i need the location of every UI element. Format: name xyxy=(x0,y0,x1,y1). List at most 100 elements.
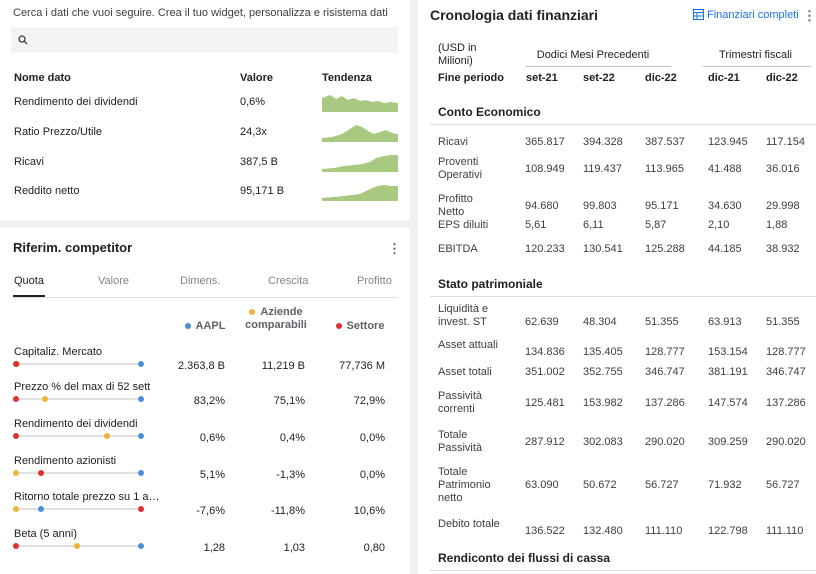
comp-marker xyxy=(74,543,81,549)
metric-row[interactable]: Ratio Prezzo/Utile 24,3x xyxy=(0,125,410,156)
competitor-row[interactable]: Rendimento dei dividendi 0,6% 0,4% 0,0% xyxy=(0,418,410,454)
financial-value: 123.945 xyxy=(708,136,748,148)
financial-label: Debito totale xyxy=(438,518,500,530)
comparison-track xyxy=(13,396,144,402)
tab-quota[interactable]: Quota xyxy=(14,275,44,287)
competitor-row[interactable]: Beta (5 anni) 1,28 1,03 0,80 xyxy=(0,528,410,564)
comp-marker xyxy=(41,396,48,402)
competitor-row[interactable]: Prezzo % del max di 52 sett 83,2% 75,1% 72,… xyxy=(0,381,410,417)
financial-value: 352.755 xyxy=(583,366,623,378)
financial-value: 38.932 xyxy=(766,243,800,255)
aapl-marker xyxy=(38,506,44,512)
financial-value: 56.727 xyxy=(645,479,679,491)
aapl-marker xyxy=(138,361,144,367)
aapl-value: 0,6% xyxy=(199,432,225,444)
metric-value: 24,3x xyxy=(240,126,267,138)
sector-value: 0,0% xyxy=(359,469,385,481)
financial-value: 94.680 xyxy=(525,200,559,212)
comparables-value: 11,219 B xyxy=(261,360,305,372)
col-aapl: AAPL xyxy=(175,320,235,332)
sector-value: 0,0% xyxy=(359,432,385,444)
competitor-row[interactable]: Ritorno totale prezzo su 1 a… -7,6% -11,8%… xyxy=(0,491,410,527)
tab-profitto[interactable]: Profitto xyxy=(357,275,392,287)
financial-label: Liquidità e invest. ST xyxy=(438,303,489,328)
aapl-marker xyxy=(138,543,144,549)
financial-value: 113.965 xyxy=(645,163,684,175)
sector-marker xyxy=(138,506,144,512)
financial-value: 56.727 xyxy=(766,479,800,491)
tab-dimens[interactable]: Dimens. xyxy=(180,275,221,287)
period-header: dic-21 xyxy=(708,72,740,84)
financial-value: 387.537 xyxy=(645,136,685,148)
financial-label: Proventi Operativi xyxy=(438,156,483,181)
comparison-track xyxy=(13,433,144,439)
financial-value: 29.998 xyxy=(766,200,800,212)
metric-row[interactable]: Reddito netto 95,171 B xyxy=(0,185,410,215)
financial-value: 44.185 xyxy=(708,243,742,255)
sector-dot xyxy=(335,323,342,330)
financial-value: 135.405 xyxy=(583,346,623,358)
financial-value: 51.355 xyxy=(645,316,679,328)
financial-value: 136.522 xyxy=(525,525,565,537)
financial-value: 122.798 xyxy=(708,525,748,537)
competitor-row[interactable]: Capitaliz. Mercato 2.363,8 B 11,219 B 77,73… xyxy=(0,346,410,382)
more-options-icon[interactable]: ⋮ xyxy=(388,241,401,256)
financial-value: 128.777 xyxy=(645,346,685,358)
competitor-widget: Riferim. competitor ⋮ Quota Valore Dimen… xyxy=(0,228,410,574)
comparables-value: 0,4% xyxy=(279,432,305,444)
period-label: Fine periodo xyxy=(438,72,504,84)
financial-value: 309.259 xyxy=(708,436,748,448)
full-financials-link[interactable]: Finanziari completi xyxy=(693,9,799,21)
financial-value: 153.982 xyxy=(583,397,623,409)
col-sector: Settore xyxy=(330,320,390,332)
comparables-value: -11,8% xyxy=(270,505,305,517)
col-header-trend: Tendenza xyxy=(322,72,372,84)
competitor-title: Riferim. competitor xyxy=(13,240,133,255)
financial-value: 394.328 xyxy=(583,136,623,148)
active-tab-indicator xyxy=(13,295,45,297)
competitor-metric-name: Capitaliz. Mercato xyxy=(14,346,103,358)
metric-row[interactable]: Rendimento dei dividendi 0,6% xyxy=(0,95,410,126)
section-title: Conto Economico xyxy=(438,105,541,119)
financial-value: 51.355 xyxy=(766,316,800,328)
section-divider xyxy=(430,124,816,125)
financial-value: 137.286 xyxy=(645,397,685,409)
metric-search-input[interactable] xyxy=(11,27,398,53)
sector-marker xyxy=(13,433,19,439)
group-ttm: Dodici Mesi Precedenti xyxy=(536,49,650,61)
aapl-marker xyxy=(138,433,144,439)
financial-label: Asset attuali xyxy=(438,339,498,351)
metric-row[interactable]: Ricavi 387,5 B xyxy=(0,155,410,186)
financial-label: EBITDA xyxy=(438,243,478,255)
financial-value: 128.777 xyxy=(766,346,806,358)
aapl-dot xyxy=(184,323,191,330)
financial-history-widget: Cronologia dati finanziari Finanziari co… xyxy=(418,0,816,574)
financial-value: 95.171 xyxy=(645,200,679,212)
financial-value: 48.304 xyxy=(583,316,617,328)
tab-valore[interactable]: Valore xyxy=(98,275,129,287)
metric-value: 387,5 B xyxy=(240,156,278,168)
financials-title: Cronologia dati finanziari xyxy=(430,7,599,23)
group-quarters: Trimestri fiscali xyxy=(719,49,792,61)
sector-value: 10,6% xyxy=(353,505,385,517)
financial-label: EPS diluiti xyxy=(438,219,489,231)
metric-value: 0,6% xyxy=(240,96,266,108)
col-header-value: Valore xyxy=(240,72,274,84)
metric-name: Ricavi xyxy=(14,156,44,168)
competitor-row[interactable]: Rendimento azionisti 5,1% -1,3% 0,0% xyxy=(0,455,410,491)
financial-value: 41.488 xyxy=(708,163,742,175)
comparison-track xyxy=(13,470,144,476)
period-header: set-22 xyxy=(583,72,615,84)
sparkline xyxy=(322,125,398,142)
section-title: Stato patrimoniale xyxy=(438,277,543,291)
financial-value: 153.154 xyxy=(708,346,748,358)
competitor-metric-name: Rendimento azionisti xyxy=(14,455,117,467)
financial-value: 5,61 xyxy=(525,219,547,231)
financial-value: 63.913 xyxy=(708,316,742,328)
financial-label: Profitto Netto xyxy=(438,193,473,218)
sparkline xyxy=(322,95,398,112)
group-line-ttm xyxy=(526,66,671,67)
more-options-icon[interactable]: ⋮ xyxy=(803,8,816,23)
financial-value: 119.437 xyxy=(583,163,622,175)
tab-crescita[interactable]: Crescita xyxy=(268,275,309,287)
